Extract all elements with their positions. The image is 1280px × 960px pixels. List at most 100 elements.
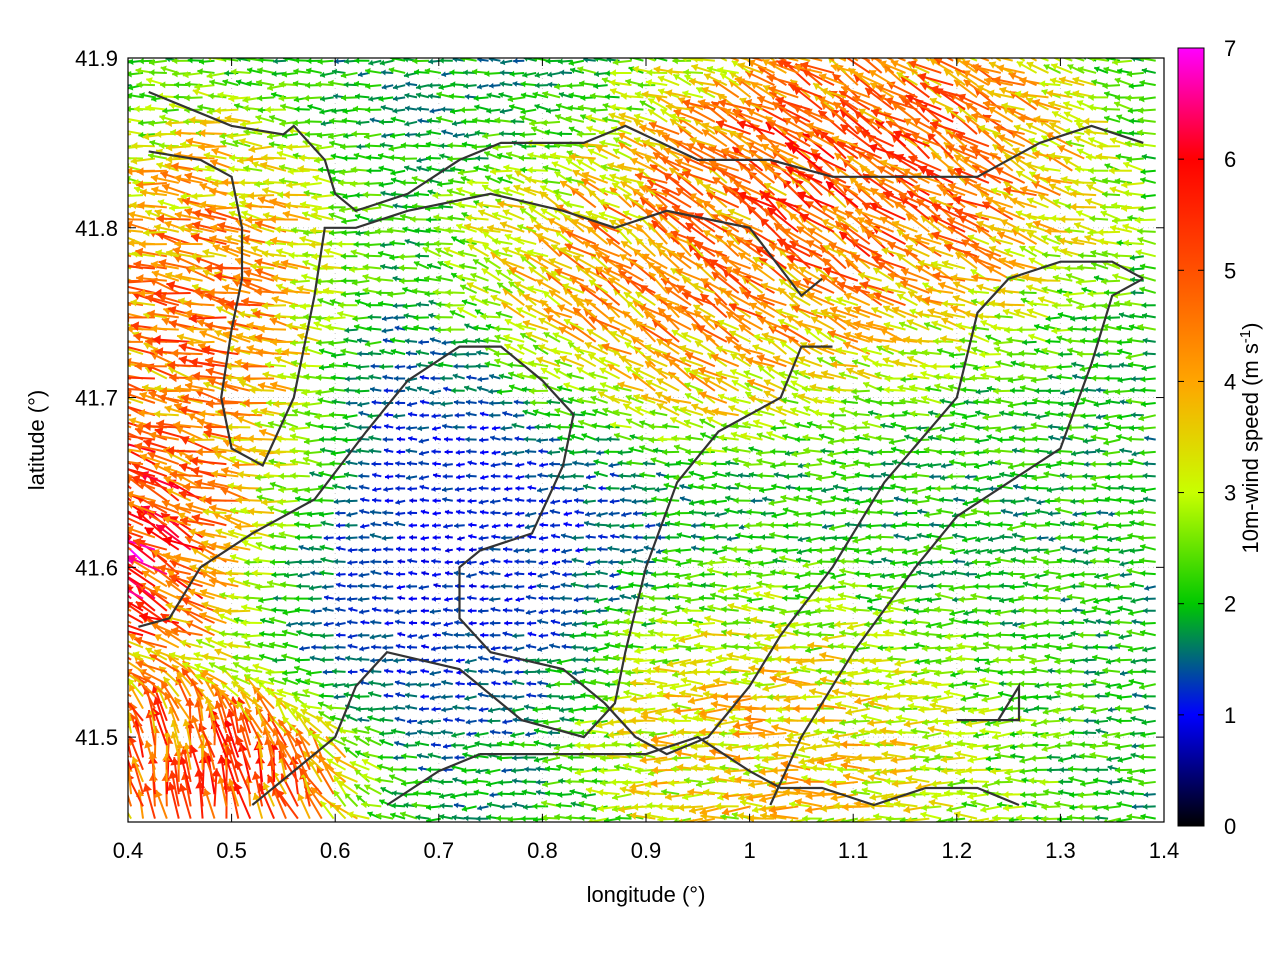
wind-arrow: [128, 522, 132, 527]
wind-arrow: [1130, 658, 1144, 665]
wind-arrow: [490, 486, 501, 492]
wind-arrow: [1056, 373, 1073, 381]
wind-arrow: [873, 679, 894, 687]
wind-arrow: [417, 425, 430, 432]
wind-arrow: [1140, 193, 1156, 200]
wind-arrow: [772, 740, 799, 749]
wind-arrow: [440, 729, 453, 736]
wind-arrow: [1044, 398, 1061, 406]
wind-arrow: [358, 572, 370, 578]
wind-arrow: [128, 437, 132, 441]
wind-arrow: [837, 766, 858, 774]
wind-arrow: [1141, 693, 1156, 700]
wind-arrow: [1041, 251, 1061, 259]
wind-arrow: [879, 739, 906, 748]
wind-arrow: [407, 633, 418, 639]
wind-arrow: [341, 117, 358, 125]
wind-arrow: [466, 448, 477, 455]
wind-arrow: [714, 511, 728, 518]
wind-arrow: [504, 486, 513, 492]
wind-arrow: [851, 410, 870, 418]
wind-arrow: [425, 789, 441, 797]
wind-arrow: [557, 130, 572, 138]
wind-arrow: [335, 522, 346, 529]
wind-arrow: [415, 814, 430, 821]
wind-arrow: [321, 644, 334, 651]
wind-arrow: [394, 716, 406, 723]
wind-arrow: [855, 753, 882, 762]
wind-arrow: [370, 619, 382, 626]
wind-arrow: [503, 473, 513, 480]
wind-arrow: [405, 681, 418, 688]
wind-arrow: [1056, 363, 1073, 371]
wind-arrow: [319, 800, 335, 820]
wind-arrow: [550, 522, 561, 529]
wind-arrow: [324, 315, 346, 323]
wind-arrow: [1058, 400, 1073, 407]
wind-arrow: [1129, 498, 1144, 506]
wind-arrow: [393, 657, 406, 664]
wind-arrow: [1117, 594, 1132, 601]
wind-arrow: [583, 520, 596, 527]
wind-arrow: [681, 331, 704, 343]
wind-arrow: [1126, 813, 1144, 821]
wind-arrow: [820, 343, 847, 356]
wind-arrow: [919, 789, 942, 797]
wind-arrow: [656, 630, 680, 639]
wind-arrow: [996, 231, 1026, 246]
wind-arrow: [595, 558, 608, 565]
wind-arrow: [408, 522, 418, 529]
wind-arrow: [295, 711, 311, 734]
wind-arrow: [642, 534, 656, 541]
wind-arrow: [891, 220, 918, 233]
wind-arrow: [983, 510, 1001, 517]
wind-arrow: [454, 412, 465, 419]
wind-arrow: [561, 643, 573, 650]
wind-arrow: [861, 787, 882, 796]
wind-arrow: [401, 766, 418, 773]
wind-arrow: [404, 385, 418, 392]
wind-arrow: [502, 510, 513, 517]
wind-arrow: [571, 557, 585, 564]
wind-arrow: [1066, 667, 1085, 675]
wind-arrow: [399, 155, 418, 163]
wind-arrow: [397, 558, 406, 565]
wind-arrow: [538, 343, 561, 356]
wind-arrow: [619, 486, 632, 492]
wind-arrow: [428, 718, 441, 725]
wind-arrow: [840, 761, 870, 771]
wind-arrow: [581, 792, 596, 799]
wind-arrow: [406, 718, 418, 725]
wind-arrow: [173, 696, 192, 722]
wind-arrow: [441, 129, 454, 136]
wind-arrow: [830, 206, 859, 221]
wind-arrow: [347, 643, 358, 649]
wind-arrow: [189, 456, 227, 467]
wind-arrow: [432, 498, 441, 504]
wind-arrow: [538, 595, 549, 601]
wind-arrow: [619, 497, 632, 504]
wind-arrow: [401, 752, 418, 760]
wind-arrow: [679, 356, 704, 368]
wind-arrow: [1089, 215, 1109, 223]
wind-arrow: [807, 486, 823, 493]
wind-arrow: [528, 387, 549, 395]
wind-arrow: [617, 449, 632, 456]
wind-arrow: [372, 486, 382, 493]
wind-arrow: [389, 812, 406, 820]
wind-arrow: [359, 645, 370, 652]
wind-arrow: [1041, 803, 1061, 811]
wind-arrow: [319, 544, 334, 551]
wind-arrow: [1129, 547, 1144, 554]
wind-arrow: [266, 774, 287, 807]
wind-arrow: [277, 521, 298, 530]
wind-arrow: [128, 533, 132, 539]
wind-arrow: [381, 633, 394, 640]
wind-arrow: [405, 730, 418, 737]
wind-arrow: [128, 118, 144, 123]
wind-arrow: [973, 732, 990, 739]
wind-arrow: [478, 399, 489, 405]
wind-arrow: [1100, 203, 1120, 211]
wind-arrow: [1141, 302, 1156, 309]
wind-arrow: [393, 754, 406, 761]
